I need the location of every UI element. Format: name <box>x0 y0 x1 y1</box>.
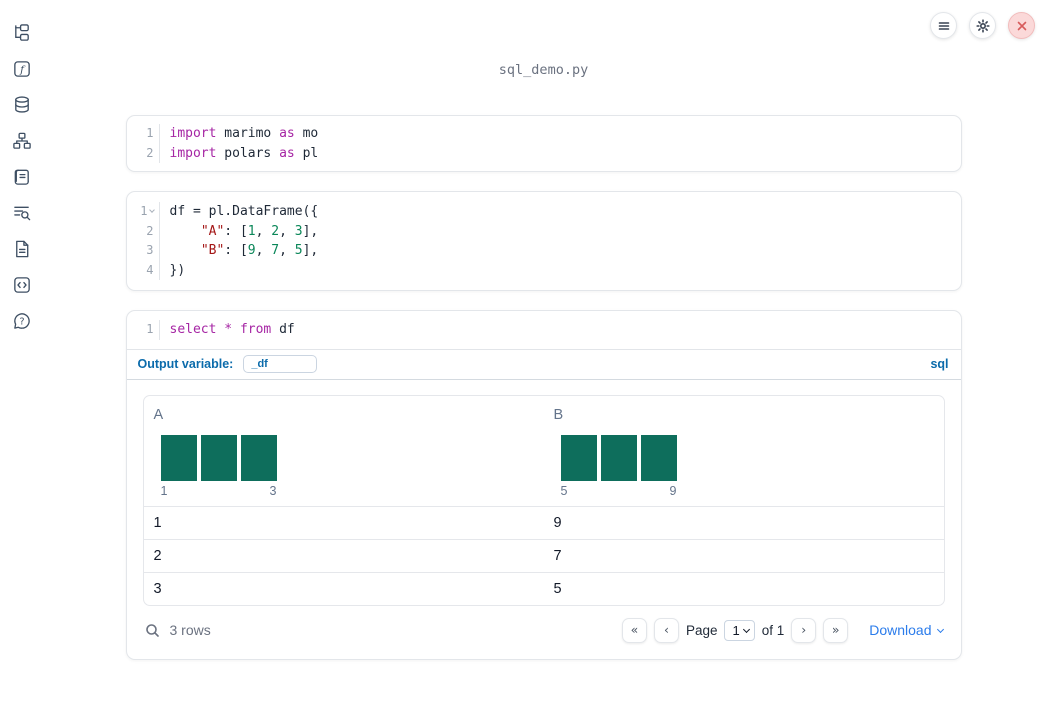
shutdown-button[interactable] <box>1008 12 1035 39</box>
settings-button[interactable] <box>969 12 996 39</box>
last-page-button[interactable]: » <box>823 617 849 643</box>
code-line: import marimo as mo <box>169 126 319 141</box>
table-header: A 1 3 B 5 9 <box>144 396 944 506</box>
first-page-button[interactable]: « <box>621 617 647 643</box>
documentation-icon[interactable] <box>11 238 33 260</box>
search-icon[interactable] <box>145 623 160 638</box>
dependencies-icon[interactable] <box>11 130 33 152</box>
top-actions <box>930 12 1035 39</box>
next-page-button[interactable]: › <box>791 617 817 643</box>
helper-sidebar: f ? <box>0 0 44 713</box>
column-header-b[interactable]: B 5 9 <box>544 407 944 498</box>
histogram-bar[interactable] <box>560 434 597 481</box>
line-number: 4 <box>146 262 154 277</box>
snippets-icon[interactable] <box>11 274 33 296</box>
histogram-bar[interactable] <box>640 434 677 481</box>
histogram-bar[interactable] <box>600 434 637 481</box>
page-of-label: of 1 <box>761 622 785 638</box>
code-line: import polars as pl <box>169 145 319 161</box>
svg-text:f: f <box>19 64 26 76</box>
table-cell: 9 <box>553 514 562 531</box>
histogram-max-label: 9 <box>669 483 677 498</box>
column-histogram <box>560 434 934 481</box>
histogram-max-label: 3 <box>269 483 277 498</box>
page-select-value: 1 <box>732 622 740 638</box>
download-label: Download <box>869 622 932 638</box>
histogram-bar[interactable] <box>160 434 197 481</box>
code-line: "B": [9, 7, 5], <box>200 243 319 258</box>
line-number-gutter: 1 <box>127 320 160 340</box>
data-sources-icon[interactable] <box>11 94 33 116</box>
page-label: Page <box>685 622 718 638</box>
scratchpad-icon[interactable] <box>11 166 33 188</box>
table-cell: 2 <box>153 547 162 564</box>
line-number: 2 <box>146 223 154 238</box>
download-button[interactable]: Download <box>869 622 944 638</box>
code-lines: import marimo as mo import polars as pl <box>160 124 961 163</box>
fold-chevron-icon[interactable] <box>148 207 155 214</box>
chevron-down-icon <box>936 625 944 633</box>
output-variable-label: Output variable: <box>137 356 234 371</box>
table-cell: 3 <box>153 580 162 597</box>
histogram-bar[interactable] <box>240 434 277 481</box>
histogram-min-label: 1 <box>160 483 168 498</box>
code-lines: df = pl.DataFrame({ "A": [1, 2, 3], "B":… <box>160 202 961 280</box>
menu-button[interactable] <box>930 12 957 39</box>
table-cell: 7 <box>553 547 562 564</box>
column-name: A <box>153 406 164 423</box>
language-badge: sql <box>930 356 949 371</box>
code-line: df = pl.DataFrame({ <box>169 204 319 219</box>
column-name: B <box>553 406 564 423</box>
table-cell: 1 <box>153 514 162 531</box>
line-number: 1 <box>127 202 159 222</box>
table-cell: 5 <box>553 580 562 597</box>
sql-cell: 1 select * from df Output variable: sql … <box>125 310 962 660</box>
histogram-ticks: 5 9 <box>561 484 677 498</box>
histogram-min-label: 5 <box>560 483 568 498</box>
code-line: "A": [1, 2, 3], <box>200 223 319 239</box>
svg-text:?: ? <box>19 316 24 327</box>
code-line: select * from df <box>169 322 295 337</box>
column-header-a[interactable]: A 1 3 <box>144 407 544 498</box>
line-number: 2 <box>146 145 154 160</box>
sql-editor[interactable]: 1 select * from df <box>126 311 961 350</box>
previous-page-button[interactable]: ‹ <box>653 617 679 643</box>
table-footer: 3 rows « ‹ Page 1 of 1 › » <box>143 617 945 643</box>
pagination: « ‹ Page 1 of 1 › » Download <box>621 617 944 643</box>
filename-title: sql_demo.py <box>498 62 589 78</box>
line-number: 1 <box>146 322 154 336</box>
histogram-bar[interactable] <box>200 434 237 481</box>
variables-icon[interactable]: f <box>11 58 33 80</box>
code-lines: select * from df <box>160 320 961 340</box>
output-variable-input[interactable] <box>243 354 318 373</box>
page-select[interactable]: 1 <box>724 619 755 641</box>
dataframe-table: A 1 3 B 5 9 <box>142 394 945 606</box>
help-icon[interactable]: ? <box>11 310 33 332</box>
code-line: }) <box>169 262 186 278</box>
line-number: 1 <box>146 126 154 140</box>
row-count: 3 rows <box>145 622 211 638</box>
row-count-label: 3 rows <box>169 622 211 638</box>
column-histogram <box>160 434 534 481</box>
output-variable-row: Output variable: sql <box>126 350 961 380</box>
chevron-down-icon <box>742 625 750 633</box>
file-explorer-icon[interactable] <box>11 22 33 44</box>
cell-output-area: A 1 3 B 5 9 <box>127 380 961 659</box>
line-number: 3 <box>146 243 154 257</box>
histogram-ticks: 1 3 <box>161 484 277 498</box>
tracing-icon[interactable] <box>11 202 33 224</box>
